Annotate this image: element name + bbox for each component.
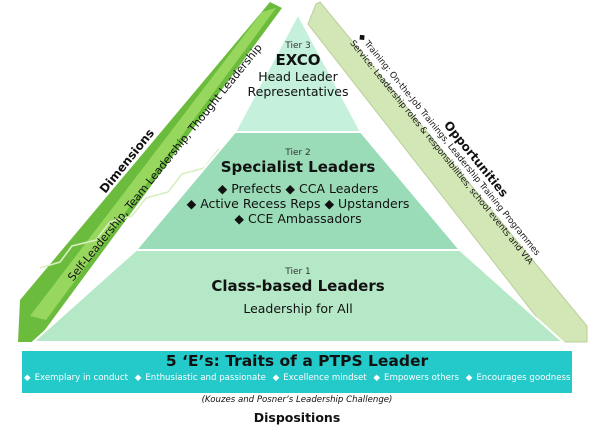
trait-bullet: ◆ — [134, 373, 142, 383]
tier3-title: EXCO — [275, 51, 321, 69]
tier2-title: Specialist Leaders — [220, 158, 376, 176]
trait-item: Encourages goodness — [476, 373, 571, 383]
tier3-block: Tier 3 EXCO Head Leader Representatives — [238, 41, 358, 99]
tier3-line-1: Head Leader — [258, 69, 338, 84]
trait-item: Enthusiastic and passionate — [145, 373, 266, 383]
citation: (Kouzes and Posner’s Leadership Challeng… — [201, 395, 393, 405]
trait-item: Excellence mindset — [283, 373, 367, 383]
tier2-line-1: ◆ Prefects ◆ CCA Leaders — [217, 181, 379, 196]
tier1-title: Class-based Leaders — [211, 277, 385, 295]
tier2-line-2: ◆ Active Recess Reps ◆ Upstanders — [186, 196, 410, 211]
trait-item: Empowers others — [384, 373, 459, 383]
traits-title: 5 ‘E’s: Traits of a PTPS Leader — [165, 352, 429, 370]
tier2-block: Tier 2 Specialist Leaders ◆ Prefects ◆ C… — [178, 148, 418, 226]
tier3-line-2: Representatives — [247, 84, 349, 99]
dispositions-label: Dispositions — [253, 410, 341, 425]
trait-bullet: ◆ — [465, 373, 473, 383]
traits-list: ◆ Exemplary in conduct ◆ Enthusiastic and … — [22, 373, 572, 383]
trait-bullet: ◆ — [24, 373, 31, 383]
tier1-sub: Leadership for All — [243, 301, 353, 316]
traits-band — [22, 351, 572, 393]
tier2-label: Tier 2 — [285, 148, 311, 158]
tier2-line-3: ◆ CCE Ambassadors — [234, 211, 362, 226]
trait-bullet: ◆ — [373, 373, 381, 383]
traits-block: 5 ‘E’s: Traits of a PTPS Leader ◆ Exempla… — [22, 352, 572, 383]
trait-bullet: ◆ — [272, 373, 280, 383]
tier1-label: Tier 1 — [285, 267, 311, 277]
tier3-shape — [233, 11, 363, 133]
tier1-block: Tier 1 Class-based Leaders Leadership fo… — [178, 267, 418, 316]
dimensions-band-highlight — [30, 8, 276, 320]
trait-item: Exemplary in conduct — [34, 373, 128, 383]
tier3-label: Tier 3 — [285, 41, 311, 51]
opportunities-band — [307, 1, 588, 343]
